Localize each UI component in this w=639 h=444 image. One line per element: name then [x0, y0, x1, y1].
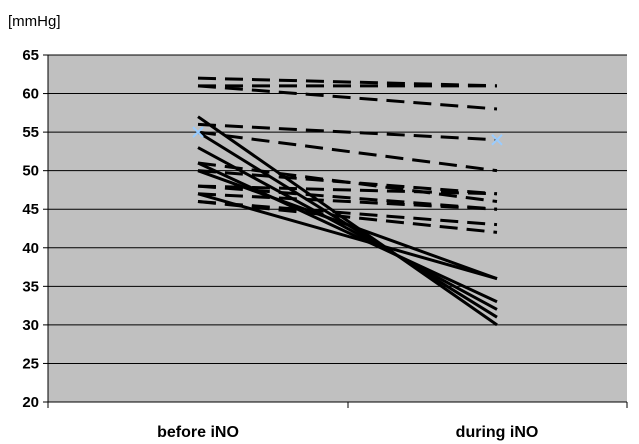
y-tick-label: 45: [22, 201, 39, 218]
dashed-series-line-4: [197, 122, 498, 142]
solid-series-line-4: [197, 161, 498, 304]
y-tick-label: 50: [22, 163, 39, 180]
y-tick-label: 20: [22, 394, 39, 411]
solid-series-line-5: [197, 169, 498, 281]
y-axis-unit-label: [mmHg]: [8, 13, 61, 30]
dashed-series-line-7: [197, 169, 498, 196]
mean-marker-x: [491, 134, 503, 146]
y-tick-label: 30: [22, 317, 39, 334]
solid-series-line-6: [197, 192, 498, 281]
solid-series-line-1: [197, 115, 498, 327]
dashed-series-line-8: [197, 184, 498, 196]
solid-series-line-3: [197, 146, 498, 311]
mean-marker-x: [192, 126, 204, 138]
y-tick-label: 60: [22, 86, 39, 103]
y-tick-label: 40: [22, 240, 39, 257]
mean-markers: [192, 126, 503, 146]
series-lines: [197, 76, 498, 327]
y-axis-ticks: 20 25 30 35 40 45 50 55 60 65: [22, 47, 48, 411]
dashed-series-line-11: [197, 200, 498, 234]
dashed-series-line-3: [197, 84, 498, 111]
dashed-series-line-12: [197, 200, 498, 227]
gridlines: [48, 54, 627, 364]
y-tick-label: 65: [22, 47, 39, 64]
x-axis-ticks: before iNO during iNO: [47, 402, 628, 441]
dashed-series-line-10: [197, 192, 498, 211]
y-tick-label: 35: [22, 278, 39, 295]
x-category-label: before iNO: [157, 424, 239, 441]
dashed-series-line-5: [197, 130, 498, 173]
x-category-label: during iNO: [456, 424, 539, 441]
y-tick-label: 25: [22, 355, 39, 372]
y-tick-label: 55: [22, 124, 39, 141]
